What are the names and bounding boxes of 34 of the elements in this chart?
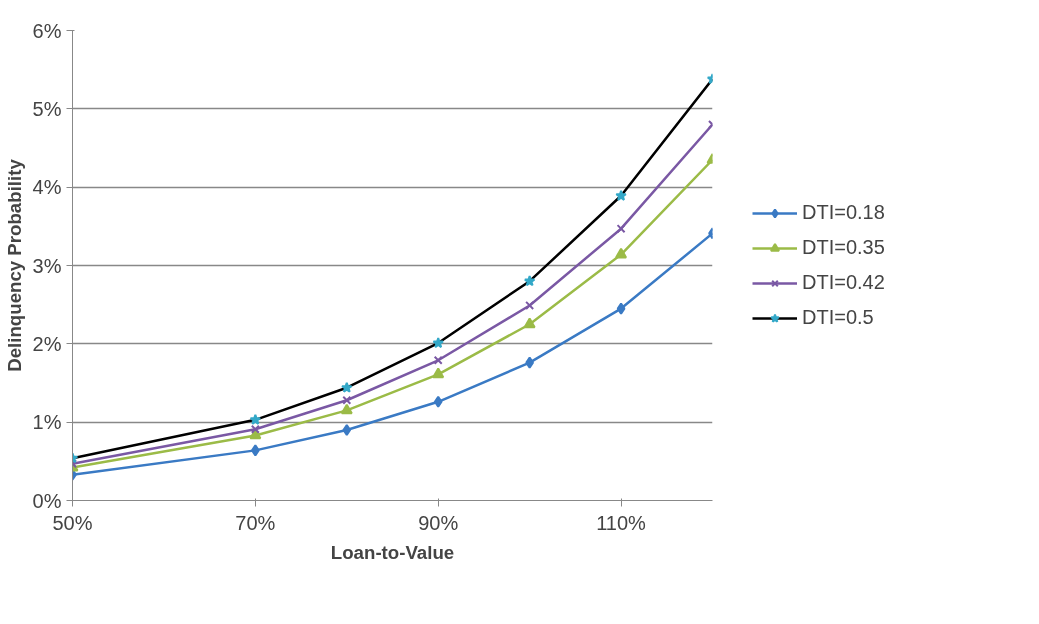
point xyxy=(433,355,443,365)
legend-label: DTI=0.18 xyxy=(802,201,886,224)
y-tick-label: 6% xyxy=(32,19,62,42)
legend-label: DTI=0.5 xyxy=(802,306,875,329)
point xyxy=(525,300,535,310)
y-tick-label: 2% xyxy=(32,332,62,355)
y-tick-label: 3% xyxy=(32,254,62,277)
point xyxy=(615,189,627,201)
point xyxy=(433,395,443,408)
point xyxy=(616,224,626,234)
point xyxy=(342,424,352,436)
x-tick-label: 90% xyxy=(418,511,459,534)
x-tick-label: 70% xyxy=(235,511,276,534)
point xyxy=(523,275,536,287)
legend-label: DTI=0.35 xyxy=(802,236,886,259)
point xyxy=(432,367,445,379)
point xyxy=(250,424,260,434)
legend-label: DTI=0.42 xyxy=(802,271,886,294)
y-tick-label: 0% xyxy=(32,489,62,512)
x-axis-title: Loan-to-Value xyxy=(330,541,455,563)
y-tick-label: 1% xyxy=(32,411,62,434)
point xyxy=(616,302,626,315)
point xyxy=(432,337,444,349)
point xyxy=(341,381,353,393)
x-tick-label: 50% xyxy=(52,511,93,534)
y-tick-label: 4% xyxy=(32,176,62,199)
point xyxy=(249,413,262,425)
y-axis-title: Delinquency Probability xyxy=(3,158,25,372)
point xyxy=(340,403,353,415)
point xyxy=(523,317,536,329)
point xyxy=(342,395,352,405)
x-tick-label: 110% xyxy=(596,511,647,534)
y-tick-label: 5% xyxy=(32,97,62,120)
point xyxy=(615,247,628,259)
